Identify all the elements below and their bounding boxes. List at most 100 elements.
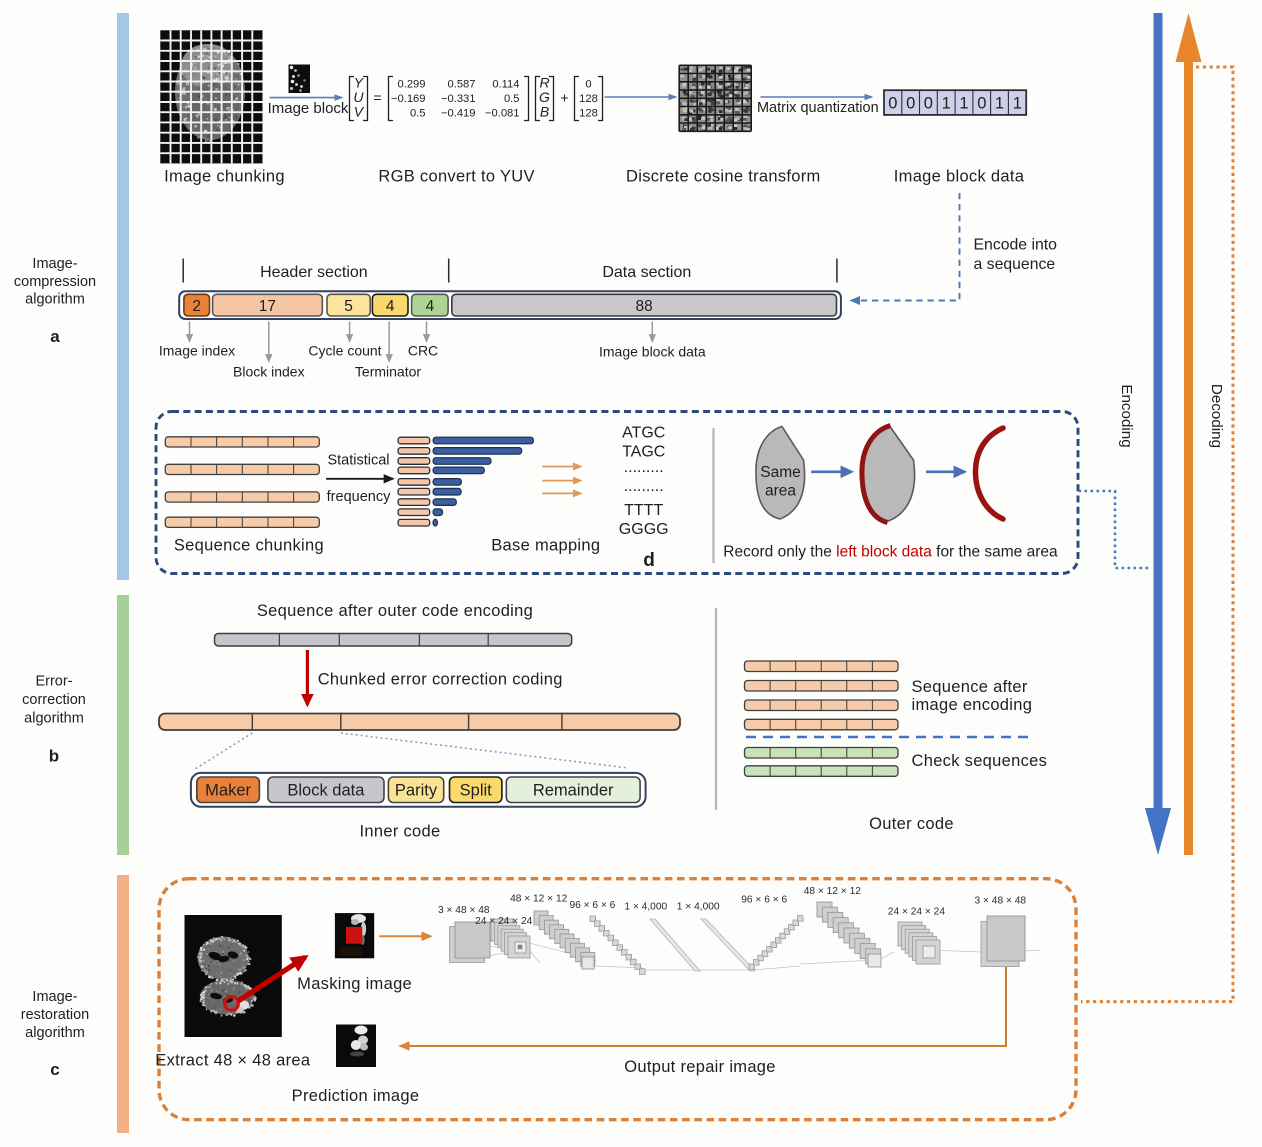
- svg-text:1: 1: [1013, 94, 1022, 112]
- svg-text:G: G: [539, 89, 550, 105]
- svg-text:5: 5: [344, 298, 353, 315]
- svg-text:c: c: [50, 1060, 59, 1079]
- svg-text:0: 0: [977, 94, 986, 112]
- svg-text:frequency: frequency: [327, 489, 391, 505]
- svg-text:Image block data: Image block data: [599, 344, 706, 360]
- svg-text:Same: Same: [760, 464, 801, 481]
- svg-text:Parity: Parity: [395, 782, 438, 800]
- svg-text:Extract 48 × 48 area: Extract 48 × 48 area: [155, 1052, 311, 1070]
- svg-text:2: 2: [192, 298, 201, 315]
- svg-text:b: b: [49, 747, 59, 766]
- svg-text:Sequence after: Sequence after: [912, 678, 1028, 696]
- svg-text:Inner code: Inner code: [360, 822, 441, 840]
- svg-text:Split: Split: [460, 782, 493, 800]
- svg-text:1: 1: [959, 94, 968, 112]
- svg-text:area: area: [765, 483, 796, 500]
- svg-text:−0.081: −0.081: [485, 108, 520, 120]
- svg-text:1: 1: [995, 94, 1004, 112]
- svg-text:Block data: Block data: [287, 782, 365, 800]
- svg-text:B: B: [540, 104, 549, 120]
- svg-text:−0.169: −0.169: [391, 93, 426, 105]
- svg-text:0.299: 0.299: [398, 79, 426, 91]
- svg-text:restoration: restoration: [21, 1007, 90, 1023]
- svg-text:0: 0: [906, 94, 915, 112]
- svg-text:−0.419: −0.419: [441, 108, 476, 120]
- svg-text:128: 128: [579, 93, 598, 105]
- svg-text:0.5: 0.5: [504, 93, 520, 105]
- svg-text:1 × 4,000: 1 × 4,000: [677, 902, 720, 913]
- svg-text:Output repair image: Output repair image: [624, 1058, 776, 1076]
- svg-text:.........: .........: [624, 478, 664, 495]
- svg-text:algorithm: algorithm: [25, 1025, 85, 1041]
- svg-text:Y: Y: [354, 75, 365, 91]
- svg-text:Decoding: Decoding: [1208, 384, 1225, 448]
- svg-text:Block index: Block index: [233, 364, 305, 380]
- svg-text:Encoding: Encoding: [1118, 384, 1135, 447]
- svg-text:U: U: [353, 89, 364, 105]
- svg-text:Image block data: Image block data: [894, 168, 1025, 186]
- svg-text:Sequence chunking: Sequence chunking: [174, 537, 324, 555]
- svg-text:compression: compression: [14, 274, 96, 290]
- svg-text:RGB convert to YUV: RGB convert to YUV: [378, 168, 534, 186]
- svg-text:Image chunking: Image chunking: [164, 168, 285, 186]
- svg-text:48 × 12 × 12: 48 × 12 × 12: [510, 894, 568, 905]
- svg-text:Header section: Header section: [260, 264, 368, 281]
- svg-text:0: 0: [924, 94, 933, 112]
- svg-text:4: 4: [426, 298, 435, 315]
- svg-text:image encoding: image encoding: [912, 696, 1033, 714]
- svg-text:R: R: [539, 75, 549, 91]
- svg-text:0.5: 0.5: [410, 108, 426, 120]
- svg-text:algorithm: algorithm: [24, 710, 84, 726]
- svg-text:0: 0: [888, 94, 897, 112]
- svg-text:17: 17: [259, 298, 276, 315]
- svg-text:a: a: [50, 327, 60, 346]
- svg-text:Data section: Data section: [602, 264, 691, 281]
- svg-text:Base mapping: Base mapping: [491, 537, 600, 555]
- svg-text:algorithm: algorithm: [25, 291, 85, 307]
- svg-text:88: 88: [635, 298, 652, 315]
- svg-text:24 × 24 × 24: 24 × 24 × 24: [888, 907, 946, 918]
- svg-text:96 × 6 × 6: 96 × 6 × 6: [741, 895, 787, 906]
- svg-text:0: 0: [585, 79, 591, 91]
- svg-text:4: 4: [386, 298, 395, 315]
- svg-text:=: =: [373, 89, 381, 105]
- svg-text:3 × 48 × 48: 3 × 48 × 48: [438, 905, 490, 916]
- svg-text:correction: correction: [22, 692, 86, 708]
- svg-text:Chunked error correction codin: Chunked error correction coding: [318, 671, 563, 689]
- svg-text:Record only the left block dat: Record only the left block data for the …: [723, 543, 1058, 560]
- svg-text:48 × 12 × 12: 48 × 12 × 12: [804, 886, 862, 897]
- svg-text:CRC: CRC: [408, 343, 438, 359]
- svg-text:−0.331: −0.331: [441, 93, 476, 105]
- svg-text:0.114: 0.114: [492, 79, 519, 91]
- svg-text:GGGG: GGGG: [619, 521, 669, 538]
- svg-text:1: 1: [942, 94, 951, 112]
- svg-text:Sequence after outer code enco: Sequence after outer code encoding: [257, 602, 533, 620]
- svg-text:Matrix quantization: Matrix quantization: [757, 100, 879, 116]
- svg-text:+: +: [560, 89, 568, 105]
- svg-text:d: d: [643, 550, 655, 571]
- svg-text:Terminator: Terminator: [355, 364, 421, 380]
- svg-text:ATGC: ATGC: [622, 425, 665, 442]
- svg-text:a sequence: a sequence: [974, 256, 1056, 273]
- svg-text:Discrete cosine transform: Discrete cosine transform: [626, 168, 821, 186]
- svg-text:Image-: Image-: [32, 256, 77, 272]
- svg-text:Image index: Image index: [159, 343, 235, 359]
- svg-text:V: V: [354, 104, 365, 120]
- svg-text:Cycle count: Cycle count: [308, 343, 381, 359]
- svg-text:TAGC: TAGC: [622, 444, 665, 461]
- svg-text:.........: .........: [624, 459, 664, 476]
- svg-text:TTTT: TTTT: [624, 502, 663, 519]
- svg-text:Encode into: Encode into: [974, 236, 1058, 253]
- svg-text:1 × 4,000: 1 × 4,000: [624, 902, 667, 913]
- svg-text:Image-: Image-: [32, 989, 77, 1005]
- svg-text:Masking image: Masking image: [297, 975, 412, 993]
- svg-text:3 × 48 × 48: 3 × 48 × 48: [975, 896, 1027, 907]
- svg-text:96 × 6 × 6: 96 × 6 × 6: [569, 900, 615, 911]
- svg-text:Statistical: Statistical: [327, 453, 389, 469]
- svg-text:Image block: Image block: [268, 100, 349, 117]
- svg-text:Prediction image: Prediction image: [292, 1087, 420, 1105]
- svg-text:Remainder: Remainder: [533, 782, 614, 800]
- svg-text:24 × 24 × 24: 24 × 24 × 24: [475, 916, 533, 927]
- svg-text:0.587: 0.587: [448, 79, 476, 91]
- svg-text:Outer code: Outer code: [869, 815, 954, 833]
